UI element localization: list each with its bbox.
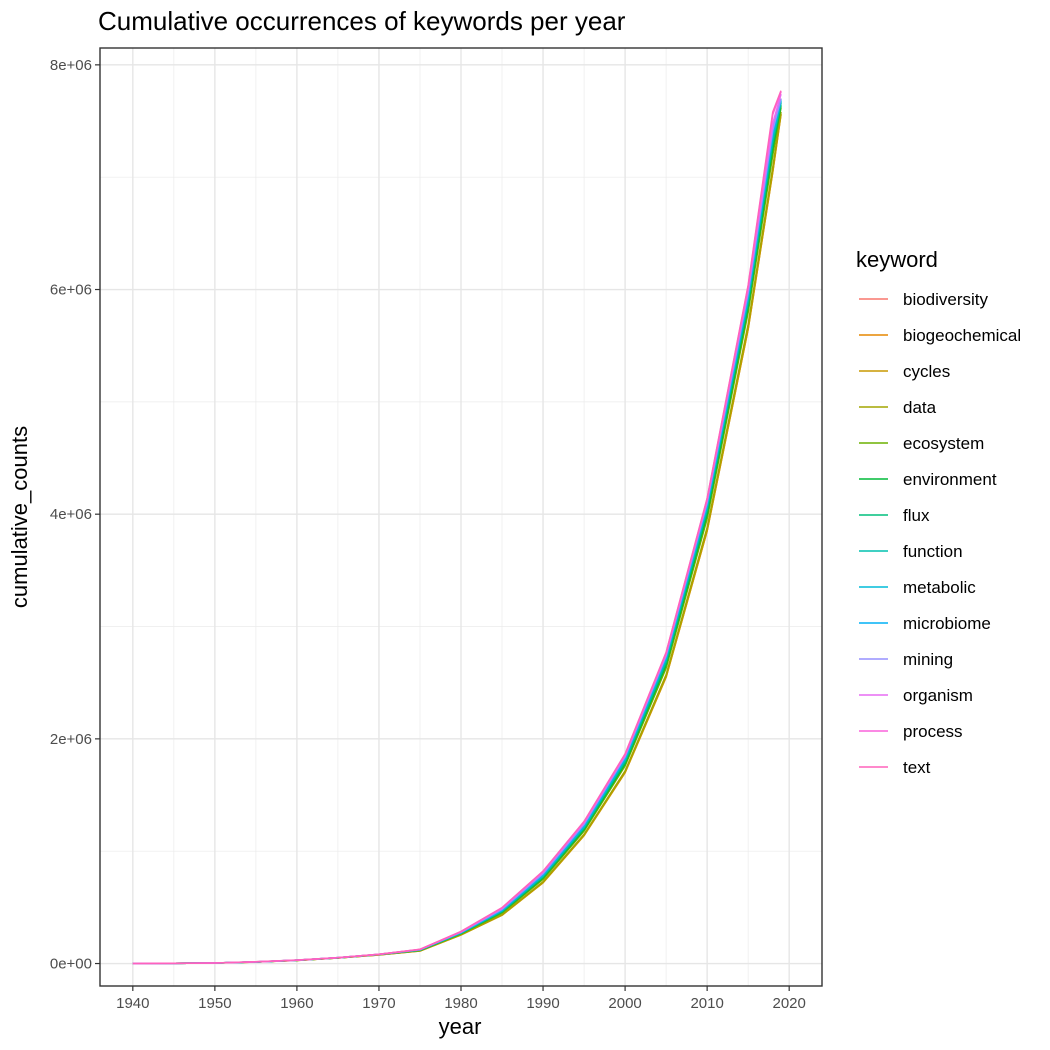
legend-label-environment: environment (903, 470, 997, 489)
legend-label-function: function (903, 542, 963, 561)
y-axis: 0e+00 2e+06 4e+06 6e+06 8e+06 (50, 57, 100, 973)
legend-label-cycles: cycles (903, 362, 950, 381)
plot-panel (99, 47, 823, 987)
y-tick-label: 6e+06 (50, 282, 92, 299)
x-axis-title: year (439, 1014, 482, 1039)
x-tick-label: 1950 (198, 995, 231, 1012)
legend-label-biodiversity: biodiversity (903, 290, 989, 309)
x-axis: 1940 1950 1960 1970 1980 1990 2000 2010 2020 (116, 986, 806, 1012)
legend-label-process: process (903, 722, 963, 741)
y-axis-title: cumulative_counts (7, 426, 32, 608)
legend-label-mining: mining (903, 650, 953, 669)
legend-title: keyword (856, 247, 938, 272)
y-tick-label: 0e+00 (50, 956, 92, 973)
chart-title: Cumulative occurrences of keywords per y… (98, 6, 626, 36)
x-tick-label: 1970 (362, 995, 395, 1012)
y-tick-label: 4e+06 (50, 506, 92, 523)
legend-label-organism: organism (903, 686, 973, 705)
legend-label-flux: flux (903, 506, 930, 525)
legend: keyword biodiversity biogeochemical cycles… (856, 247, 1021, 777)
y-tick-label: 2e+06 (50, 731, 92, 748)
legend-label-data: data (903, 398, 937, 417)
x-tick-label: 2010 (690, 995, 723, 1012)
legend-label-microbiome: microbiome (903, 614, 991, 633)
x-tick-label: 1990 (526, 995, 559, 1012)
x-tick-label: 1940 (116, 995, 149, 1012)
legend-label-metabolic: metabolic (903, 578, 976, 597)
series-line-text (132, 90, 782, 965)
x-tick-label: 1980 (444, 995, 477, 1012)
x-tick-label: 1960 (280, 995, 313, 1012)
y-tick-label: 8e+06 (50, 57, 92, 74)
x-tick-label: 2000 (608, 995, 641, 1012)
x-tick-label: 2020 (772, 995, 805, 1012)
legend-label-text: text (903, 758, 931, 777)
legend-label-biogeochemical: biogeochemical (903, 326, 1021, 345)
legend-label-ecosystem: ecosystem (903, 434, 984, 453)
